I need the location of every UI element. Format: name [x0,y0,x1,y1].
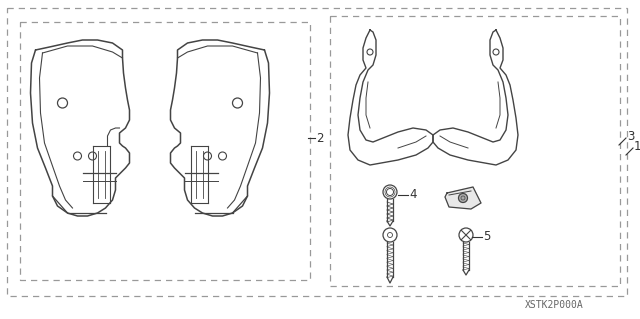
Text: 5: 5 [483,231,490,243]
Text: 2: 2 [316,131,323,145]
Bar [20,22,310,280]
Polygon shape [445,187,481,209]
Circle shape [458,194,467,203]
Text: XSTK2P000A: XSTK2P000A [525,300,584,310]
Text: 3: 3 [627,130,634,144]
Bar [330,16,620,286]
Text: 4: 4 [409,189,417,202]
Text: 1: 1 [634,140,640,153]
